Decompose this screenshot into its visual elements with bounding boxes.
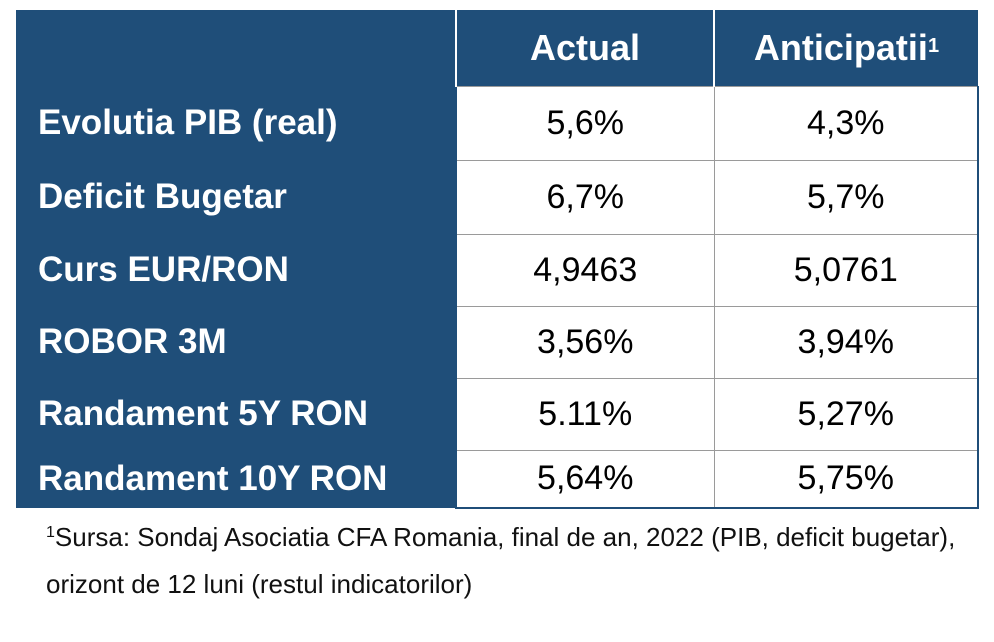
- actual-value: 5,64%: [455, 449, 715, 509]
- anticipated-value: 5,0761: [713, 233, 979, 307]
- row-label: Randament 10Y RON: [16, 450, 456, 508]
- indicators-table-container: Actual Anticipatii1 Evolutia PIB (real) …: [16, 10, 979, 509]
- footnote-text: Sursa: Sondaj Asociatia CFA Romania, fin…: [46, 522, 956, 599]
- actual-value: 6,7%: [455, 159, 715, 235]
- indicators-table: Actual Anticipatii1 Evolutia PIB (real) …: [16, 10, 979, 509]
- row-label: Deficit Bugetar: [16, 160, 456, 234]
- anticipated-value: 4,3%: [713, 85, 979, 161]
- anticipated-value: 5,27%: [713, 377, 979, 451]
- footnote-marker: 1: [46, 524, 55, 541]
- header-anticipated: Anticipatii: [753, 26, 928, 68]
- table-row: Randament 5Y RON 5.11% 5,27%: [16, 377, 979, 451]
- actual-value: 3,56%: [455, 305, 715, 379]
- header-blank-cell: [16, 10, 456, 86]
- row-label: Curs EUR/RON: [16, 234, 456, 306]
- header-actual: Actual: [455, 10, 714, 86]
- table-row: Randament 10Y RON 5,64% 5,75%: [16, 449, 979, 509]
- table-row: Deficit Bugetar 6,7% 5,7%: [16, 159, 979, 235]
- anticipated-value: 5,75%: [713, 449, 979, 509]
- table-row: Evolutia PIB (real) 5,6% 4,3%: [16, 85, 979, 161]
- row-label: ROBOR 3M: [16, 306, 456, 378]
- header-row: Actual Anticipatii1: [16, 10, 978, 86]
- anticipated-value: 5,7%: [713, 159, 979, 235]
- row-label: Randament 5Y RON: [16, 378, 456, 450]
- source-footnote: 1Sursa: Sondaj Asociatia CFA Romania, fi…: [46, 516, 976, 605]
- anticipated-value: 3,94%: [713, 305, 979, 379]
- actual-value: 5,6%: [455, 85, 715, 161]
- table-row: Curs EUR/RON 4,9463 5,0761: [16, 233, 979, 307]
- header-footnote-marker: 1: [927, 34, 940, 57]
- actual-value: 5.11%: [455, 377, 715, 451]
- actual-value: 4,9463: [455, 233, 715, 307]
- row-label: Evolutia PIB (real): [16, 86, 456, 160]
- header-anticipated-cell: Anticipatii1: [713, 10, 978, 86]
- table-row: ROBOR 3M 3,56% 3,94%: [16, 305, 979, 379]
